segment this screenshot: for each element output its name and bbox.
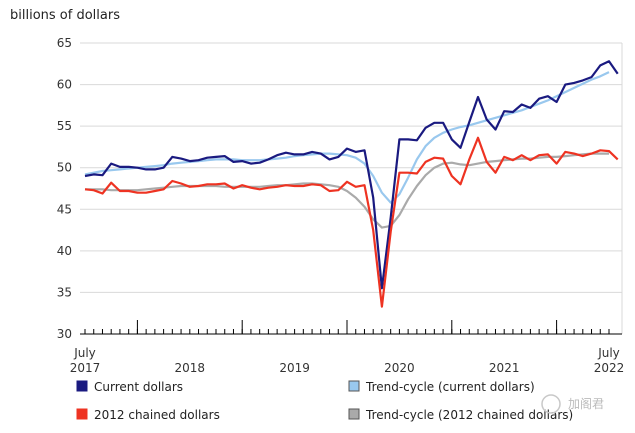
watermark: 加阁君 <box>541 394 604 414</box>
legend-item: Trend-cycle (2012 chained dollars) <box>348 408 573 422</box>
x-tick-label: July <box>73 346 96 360</box>
plot-area <box>84 60 619 308</box>
x-tick-label: 2019 <box>279 361 310 375</box>
series-line-trend-cycle-current-dollars- <box>84 71 610 204</box>
legend-item: Current dollars <box>76 380 183 394</box>
x-tick-label: 2020 <box>384 361 415 375</box>
x-tick-label: 2018 <box>175 361 206 375</box>
legend-swatch <box>348 380 360 392</box>
watermark-logo-icon <box>541 394 561 414</box>
legend-swatch <box>76 380 88 392</box>
y-axis-title: billions of dollars <box>10 8 120 23</box>
y-tick-label: 65 <box>57 36 72 50</box>
gridlines <box>80 42 623 335</box>
legend-item: Trend-cycle (current dollars) <box>348 380 535 394</box>
x-tick-label: 2022 <box>594 361 625 375</box>
x-tick-label: 2021 <box>489 361 520 375</box>
series-line-current-dollars <box>84 60 619 290</box>
y-tick-label: 45 <box>57 202 72 216</box>
legend-label: Current dollars <box>94 380 183 394</box>
series-line-2012-chained-dollars <box>84 136 619 308</box>
legend-label: 2012 chained dollars <box>94 408 220 422</box>
legend-item: 2012 chained dollars <box>76 408 220 422</box>
y-tick-label: 50 <box>57 161 72 175</box>
legend: Current dollars Trend-cycle (current doll… <box>76 380 573 422</box>
y-tick-label: 30 <box>57 327 72 341</box>
x-tick-label: July <box>597 346 620 360</box>
legend-label: Trend-cycle (current dollars) <box>365 380 535 394</box>
y-tick-label: 55 <box>57 119 72 133</box>
y-tick-labels: 30 35 40 45 50 55 60 65 <box>57 36 72 341</box>
y-tick-label: 40 <box>57 244 72 258</box>
series-line-trend-cycle-2012-chained-dollars- <box>85 152 609 229</box>
watermark-text: 加阁君 <box>568 397 604 411</box>
legend-swatch <box>348 408 360 420</box>
y-tick-label: 35 <box>57 285 72 299</box>
legend-label: Trend-cycle (2012 chained dollars) <box>365 408 573 422</box>
y-tick-label: 60 <box>57 78 72 92</box>
legend-swatch <box>76 408 88 420</box>
x-tick-label: 2017 <box>70 361 101 375</box>
